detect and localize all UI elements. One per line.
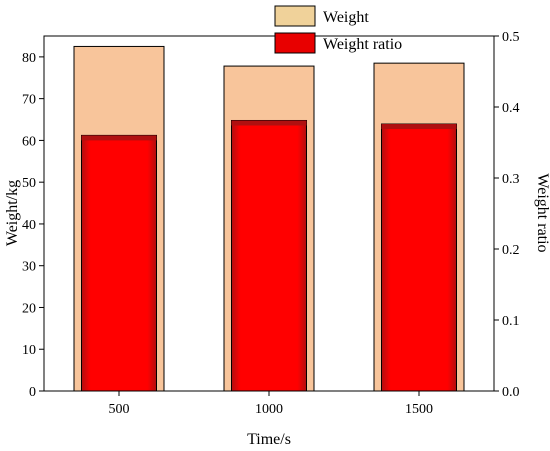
weight-ratio-bar-cap-1000 <box>231 120 307 126</box>
left-y-tick-label-20: 20 <box>22 301 36 316</box>
legend-label-weight-ratio: Weight ratio <box>323 36 402 53</box>
legend-swatch-weight <box>274 5 316 27</box>
weight-ratio-bars <box>81 119 457 392</box>
right-y-axis-title: Weight ratio <box>534 173 550 252</box>
legend-swatch-weight-ratio <box>274 32 316 54</box>
legend-label-weight: Weight <box>323 9 369 26</box>
x-tick-label-1500: 1500 <box>405 402 433 417</box>
weight-ratio-bar-500 <box>81 134 157 392</box>
left-y-tick-label-70: 70 <box>22 93 36 108</box>
left-y-tick-label-10: 10 <box>22 343 36 358</box>
left-y-tick-label-80: 80 <box>22 51 36 66</box>
legend: Weight Weight ratio <box>274 5 402 54</box>
right-y-tick-label-0.3: 0.3 <box>502 172 520 187</box>
weight-ratio-bar-cap-500 <box>81 135 157 141</box>
left-y-tick-label-30: 30 <box>22 260 36 275</box>
weight-ratio-bar-cap-1500 <box>381 124 457 130</box>
left-y-tick-label-60: 60 <box>22 134 36 149</box>
right-y-axis: 0.0 0.1 0.2 0.3 0.4 0.5 <box>494 30 520 400</box>
left-y-axis: 0 10 20 30 40 50 60 70 80 <box>22 51 44 400</box>
left-y-tick-label-50: 50 <box>22 176 36 191</box>
weight-ratio-bar-1500 <box>381 123 457 392</box>
left-y-axis-title: Weight/kg <box>4 180 21 246</box>
right-y-tick-label-0.2: 0.2 <box>502 243 520 258</box>
right-y-tick-label-0.4: 0.4 <box>502 101 520 116</box>
right-y-tick-label-0.1: 0.1 <box>502 314 520 329</box>
right-y-tick-label-0.5: 0.5 <box>502 30 520 45</box>
left-y-tick-label-40: 40 <box>22 218 36 233</box>
right-y-tick-label-0.0: 0.0 <box>502 385 520 400</box>
x-tick-label-500: 500 <box>109 402 130 417</box>
x-axis: 500 1000 1500 <box>109 391 433 417</box>
x-axis-title: Time/s <box>247 431 291 448</box>
weight-ratio-bar-1000 <box>231 119 307 392</box>
x-tick-label-1000: 1000 <box>255 402 283 417</box>
left-y-tick-label-0: 0 <box>29 385 36 400</box>
